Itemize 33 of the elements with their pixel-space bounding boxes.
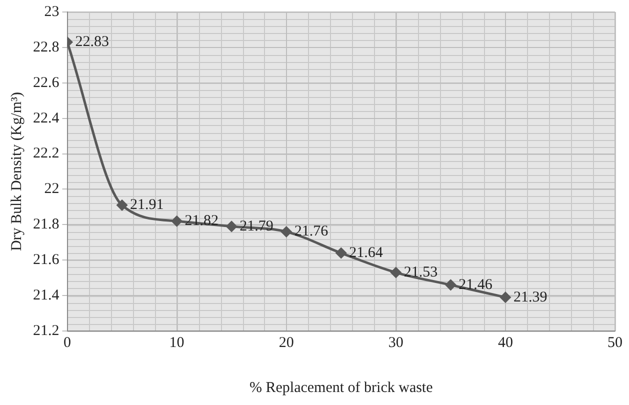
data-label: 21.91	[130, 197, 164, 214]
y-tick-label: 23	[44, 4, 60, 20]
point	[445, 280, 456, 290]
y-tick-label: 21.6	[33, 252, 60, 268]
point	[281, 226, 292, 238]
data-label: 21.76	[294, 224, 329, 240]
point	[172, 216, 182, 226]
x-axis-title: % Replacement of brick waste	[249, 380, 434, 396]
point	[226, 221, 237, 232]
x-tick-label: 30	[388, 334, 404, 351]
point	[116, 200, 128, 210]
x-tick-label: 20	[278, 334, 294, 351]
data-label: 21.39	[513, 289, 548, 306]
y-tick-label: 21.4	[33, 287, 60, 304]
x-tick-label: 40	[498, 334, 513, 351]
y-tick-label: 22.4	[33, 110, 60, 126]
x-tick-label: 0	[64, 334, 71, 351]
data-label: 21.53	[404, 264, 438, 280]
point	[500, 292, 511, 303]
point	[336, 248, 346, 258]
y-axis-title: Dry Bulk Density (Kg/m³)	[8, 92, 25, 252]
data-label: 21.64	[349, 244, 384, 261]
y-tick-label: 22.2	[33, 146, 60, 162]
y-tick-label: 22	[44, 181, 60, 198]
x-tick-label: 10	[169, 334, 184, 351]
data-label: 22.83	[75, 34, 109, 50]
y-tick-label: 22.6	[33, 74, 60, 91]
point	[390, 267, 402, 278]
y-tick-label: 21.2	[33, 322, 60, 339]
data-label: 21.46	[458, 276, 493, 293]
y-tick-label: 22.8	[33, 39, 60, 56]
x-tick-label: 50	[608, 334, 622, 351]
y-tick-label: 21.8	[33, 216, 60, 233]
